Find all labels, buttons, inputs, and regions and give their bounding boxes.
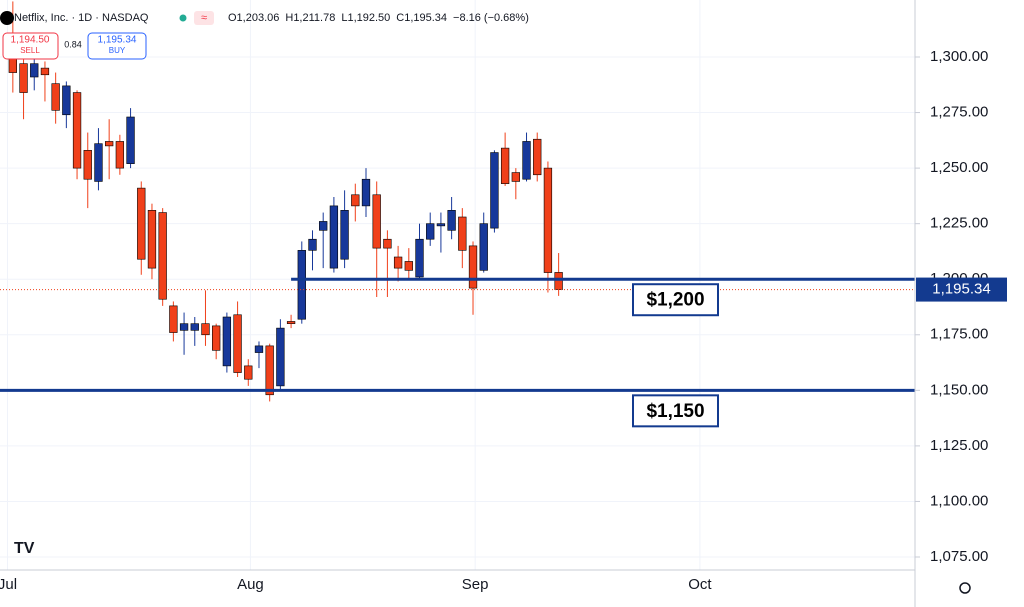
level-label: $1,150	[646, 401, 704, 422]
candle-body	[319, 221, 328, 231]
candle-body	[533, 138, 542, 176]
candle-body	[415, 238, 424, 278]
candle-body	[179, 323, 189, 331]
candle-body	[297, 250, 306, 320]
candle-body	[83, 150, 92, 180]
candle-body	[468, 245, 478, 289]
candle-body	[137, 187, 146, 260]
level-label: $1,200	[646, 290, 704, 311]
candle-body	[169, 305, 178, 333]
candle-body	[126, 116, 135, 164]
sell-price: 1,194.50	[11, 35, 50, 46]
symbol-logo	[0, 11, 14, 25]
tv-logo: TV	[14, 540, 35, 557]
candle-body	[72, 92, 82, 169]
y-tick-label: 1,250.00	[930, 159, 988, 176]
candle-body	[147, 210, 157, 269]
candle-body	[383, 238, 392, 249]
candle-body	[244, 365, 253, 380]
last-price-box	[916, 277, 1007, 302]
candle-body	[458, 216, 467, 251]
x-tick-label: Aug	[237, 576, 264, 593]
candle-body	[351, 194, 360, 207]
y-tick-label: 1,300.00	[930, 48, 988, 65]
y-tick-label: 1,275.00	[930, 104, 988, 121]
candle-body	[479, 223, 488, 271]
candle-body	[436, 223, 446, 227]
ohlc-value: C1,195.34	[396, 12, 447, 24]
level-label-box	[632, 394, 719, 428]
candle-body	[500, 147, 510, 184]
candle-body	[158, 212, 167, 300]
symbol: Netflix, Inc. · 1D · NASDAQ	[14, 12, 149, 24]
candle-body	[105, 141, 114, 147]
market-status	[179, 14, 187, 22]
y-tick-label: 1,150.00	[930, 381, 988, 398]
buy-price: 1,195.34	[98, 35, 137, 46]
x-tick-label: Sep	[462, 576, 489, 593]
candle-body	[490, 152, 499, 229]
x-tick-label: Oct	[688, 576, 712, 593]
candle-body	[372, 194, 381, 249]
candle-body	[94, 143, 103, 182]
candle-body	[393, 256, 403, 269]
ohlc-value: L1,192.50	[341, 12, 390, 24]
candle-body	[212, 325, 221, 351]
candle-body	[511, 172, 520, 182]
sell-button[interactable]	[2, 32, 59, 60]
flag-icon: ≈	[201, 12, 207, 24]
candle-body	[329, 205, 339, 269]
last-price-label: 1,195.34	[932, 281, 990, 298]
candle-body	[115, 141, 125, 169]
candle-body	[426, 223, 435, 240]
candle-body	[19, 63, 28, 93]
candle-body	[404, 261, 413, 271]
candle-body	[233, 314, 242, 373]
flag	[194, 11, 214, 25]
level-label-box	[632, 283, 719, 317]
candle-body	[447, 210, 456, 231]
candle-body	[222, 316, 232, 367]
candle-body	[51, 83, 60, 111]
candle-body	[254, 345, 264, 353]
candle-body	[361, 178, 371, 207]
candle-body	[543, 167, 553, 273]
candle-body	[554, 272, 563, 290]
candle-body	[308, 238, 317, 251]
ohlc-value: −8.16 (−0.68%)	[453, 12, 529, 24]
ohlc-value: O1,203.06	[228, 12, 279, 24]
y-tick-label: 1,175.00	[930, 326, 988, 343]
sell-label: SELL	[20, 46, 40, 55]
candle-body	[265, 345, 274, 396]
ohlc: O1,203.06 H1,211.78 L1,192.50 C1,195.34 −8.1…	[228, 12, 529, 24]
candle-body	[62, 85, 71, 116]
candle-body	[340, 210, 349, 260]
plot	[0, 1, 915, 402]
header: Netflix, Inc. · 1D · NASDAQ ≈ O1,203.06 H…	[0, 11, 529, 60]
candle-body	[286, 321, 296, 324]
y-tick-label: 1,075.00	[930, 548, 988, 565]
ohlc-value: H1,211.78	[285, 12, 335, 24]
candle-body	[190, 323, 199, 331]
buy-label: BUY	[109, 46, 126, 55]
x-tick-label: Jul	[0, 576, 17, 593]
y-tick-label: 1,100.00	[930, 492, 988, 509]
candle-body	[201, 323, 210, 336]
candle-body	[522, 141, 531, 180]
spread: 0.84	[64, 39, 82, 49]
candle-body	[276, 327, 285, 387]
settings-icon[interactable]	[959, 582, 971, 594]
y-tick-label: 1,125.00	[930, 437, 988, 454]
candle-body	[40, 67, 50, 76]
y-tick-label: 1,225.00	[930, 215, 988, 232]
candle-body	[30, 63, 39, 78]
buy-button[interactable]	[87, 32, 147, 60]
